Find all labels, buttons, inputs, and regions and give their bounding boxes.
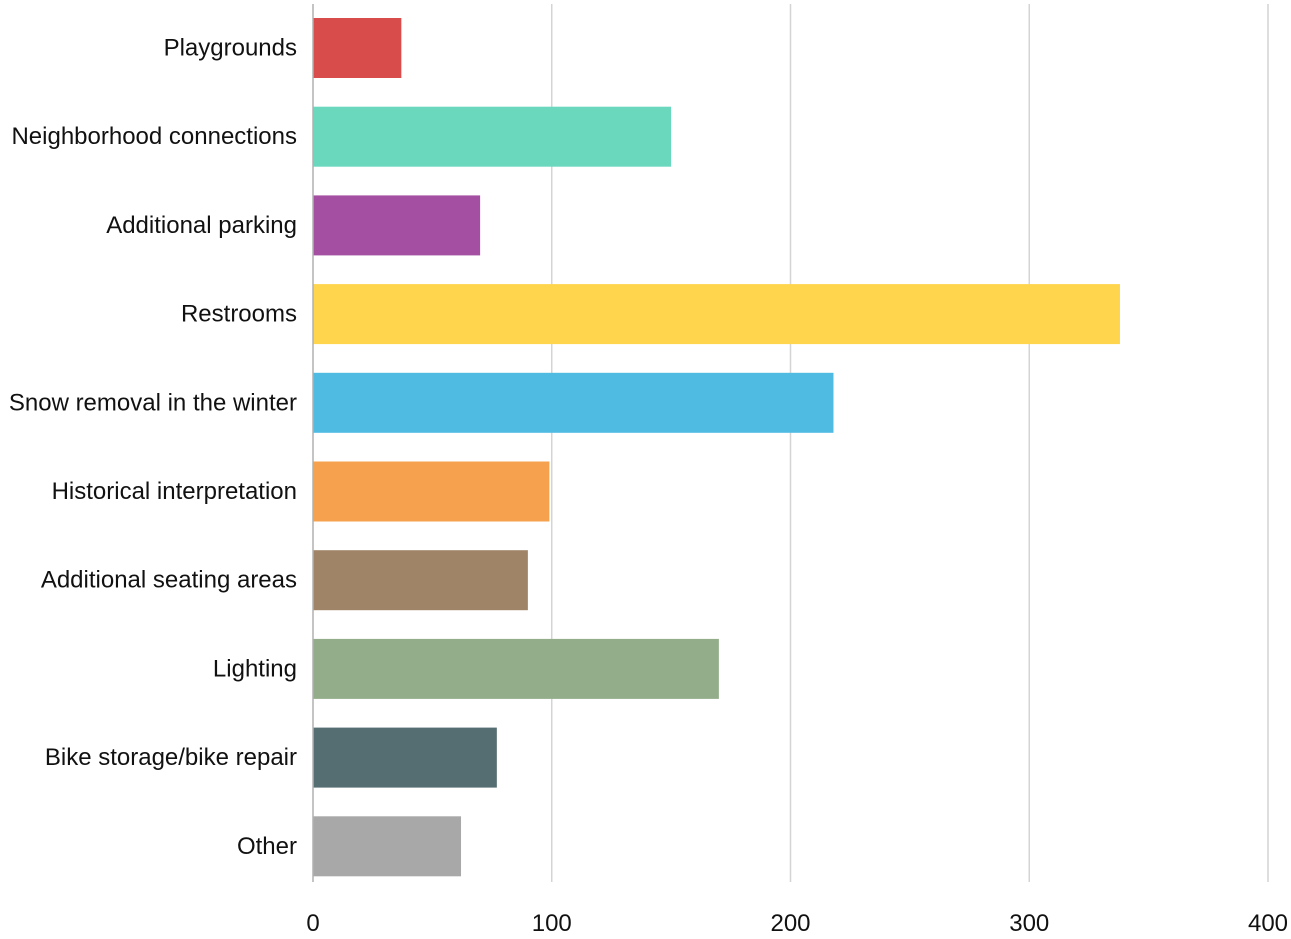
bar-snow-removal-in-the-winter [313, 372, 834, 433]
category-labels: Playgrounds Neighborhood connections Addit… [9, 35, 297, 860]
bar-historical-interpretation [313, 461, 550, 522]
x-tick-labels: 0 100 200 300 400 [306, 910, 1288, 937]
x-tick-label-400: 400 [1248, 910, 1288, 937]
bar-playgrounds [313, 18, 402, 78]
x-tick-label-100: 100 [532, 910, 572, 937]
gridlines [551, 4, 1269, 882]
bar-lighting [313, 638, 719, 699]
category-label-additional-parking: Additional parking [106, 212, 297, 239]
x-tick-label-200: 200 [770, 910, 810, 937]
category-label-bike-storage-bike-repair: Bike storage/bike repair [45, 744, 297, 771]
bars [313, 18, 1120, 877]
category-label-restrooms: Restrooms [181, 301, 297, 328]
category-label-neighborhood-connections: Neighborhood connections [11, 123, 297, 150]
bar-other [313, 816, 462, 877]
bar-restrooms [313, 284, 1120, 345]
x-tick-label-300: 300 [1009, 910, 1049, 937]
category-label-historical-interpretation: Historical interpretation [52, 478, 297, 505]
category-label-other: Other [237, 833, 297, 860]
category-label-additional-seating-areas: Additional seating areas [41, 567, 297, 594]
category-label-playgrounds: Playgrounds [164, 35, 297, 62]
bar-neighborhood-connections [313, 106, 672, 167]
bar-additional-seating-areas [313, 550, 528, 611]
x-tick-label-0: 0 [306, 910, 319, 937]
category-label-snow-removal-in-the-winter: Snow removal in the winter [9, 389, 297, 416]
bar-additional-parking [313, 195, 481, 256]
category-label-lighting: Lighting [213, 655, 297, 682]
bar-bike-storage-bike-repair [313, 727, 497, 788]
